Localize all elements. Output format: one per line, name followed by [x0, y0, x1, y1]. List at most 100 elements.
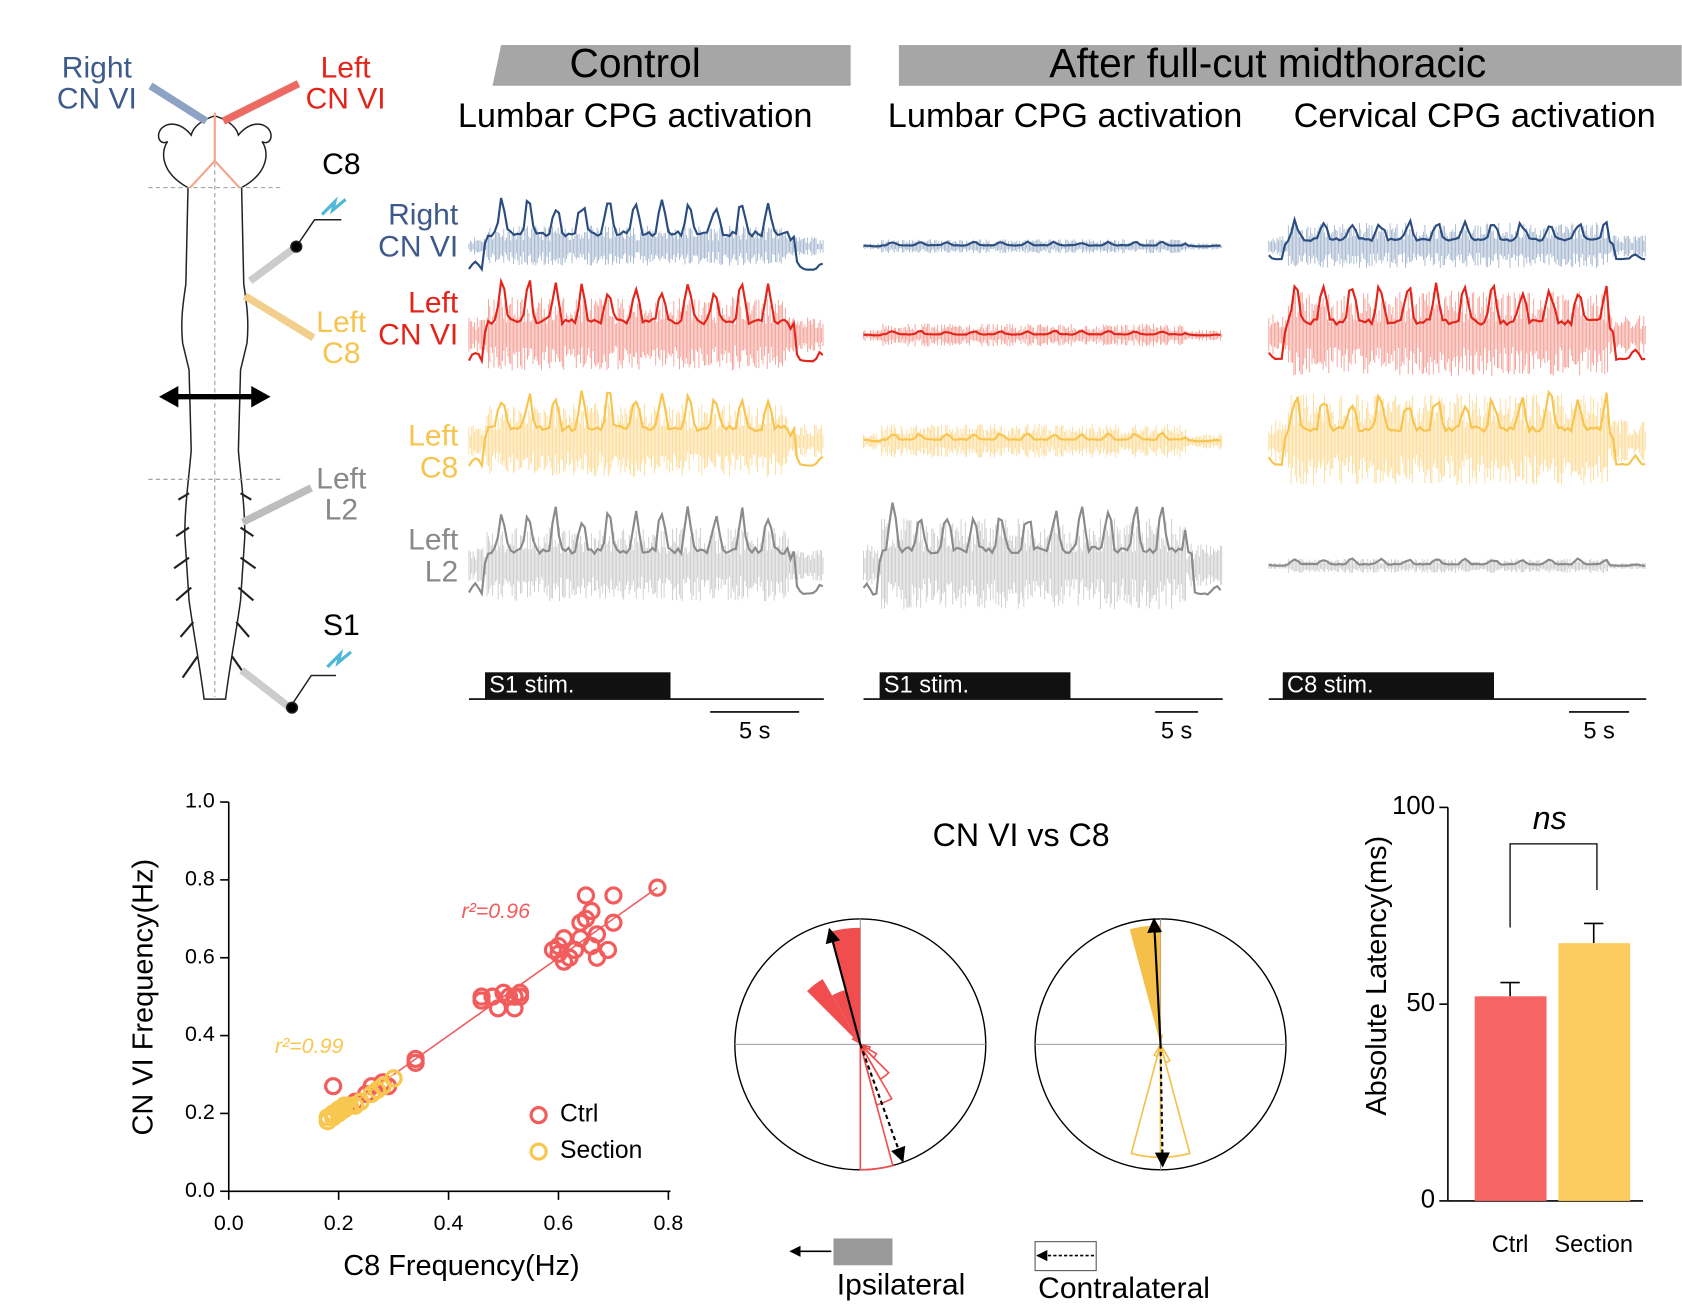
- y-axis-label: Absolute Latency(ms): [1361, 836, 1393, 1116]
- fit-annotation: r²=0.99: [275, 1034, 344, 1058]
- legend-marker: [529, 1106, 548, 1125]
- rose-wedge: [1129, 925, 1161, 1045]
- label: Left: [316, 306, 367, 339]
- panel-title: Lumbar CPG activation: [888, 97, 1243, 135]
- label: Right: [62, 52, 133, 85]
- label: Left: [316, 462, 367, 495]
- y-tick-label: 0.6: [185, 944, 215, 968]
- trace-envelope: [468, 197, 824, 273]
- trace-raw: [863, 423, 1223, 458]
- stim-label: C8 stim.: [1287, 671, 1373, 697]
- trace-raw: [468, 402, 824, 477]
- spinal-cord-diagram: [148, 80, 353, 714]
- trace-envelope: [468, 390, 824, 469]
- x-axis-label: C8 Frequency(Hz): [343, 1250, 579, 1282]
- point: [324, 1077, 343, 1096]
- trace-envelope: [863, 431, 1221, 443]
- label: Left: [408, 286, 459, 319]
- x-tick-label: 0.6: [544, 1211, 574, 1235]
- mean-vector: [825, 927, 862, 1045]
- point: [576, 886, 596, 905]
- label: L2: [425, 556, 458, 589]
- mean-vector: [1154, 1044, 1170, 1168]
- y-tick-label: 1.0: [185, 789, 215, 813]
- point: [582, 901, 601, 921]
- legend-label: Section: [560, 1137, 642, 1164]
- point: [340, 1096, 359, 1115]
- trace-raw: [863, 239, 1223, 254]
- point: [604, 886, 623, 905]
- point: [604, 913, 623, 932]
- y-tick-label: 100: [1392, 792, 1435, 820]
- label: CN VI: [378, 231, 458, 264]
- label: C8: [322, 148, 360, 181]
- rose-wedge: [859, 1043, 890, 1081]
- fit-annotation: r²=0.96: [461, 899, 530, 923]
- scale-label: 5 s: [739, 718, 770, 744]
- legend-marker: [529, 1142, 548, 1161]
- trace-envelope: [468, 506, 824, 597]
- mean-vector: [859, 1044, 906, 1163]
- y-tick-label: 0: [1421, 1186, 1435, 1214]
- header-bar: [492, 45, 851, 86]
- scale-label: 5 s: [1583, 718, 1614, 744]
- rose-wedge: [1159, 1043, 1172, 1064]
- label: CN VI: [306, 83, 386, 116]
- legend-label: Contralateral: [1038, 1272, 1210, 1305]
- label: S1: [323, 609, 360, 642]
- rose-wedge: [1130, 1044, 1162, 1159]
- label: CN VI: [57, 83, 137, 116]
- stim-bar: [485, 672, 671, 700]
- panel-title: Cervical CPG activation: [1294, 97, 1656, 135]
- rose-wedge: [851, 1037, 861, 1045]
- point: [384, 1069, 403, 1088]
- stim-bar: [1282, 672, 1494, 700]
- trace-raw: [1268, 222, 1646, 269]
- trace-envelope: [862, 502, 1222, 596]
- trace-envelope: [1268, 557, 1646, 567]
- trace-raw: [863, 518, 1223, 610]
- point: [587, 925, 607, 944]
- y-tick-label: 0.4: [185, 1022, 215, 1046]
- y-tick-label: 50: [1406, 989, 1435, 1017]
- label: Left: [408, 523, 459, 556]
- point: [598, 940, 618, 960]
- trace-envelope: [1267, 389, 1646, 467]
- panel-title: Lumbar CPG activation: [458, 97, 813, 135]
- trace-raw: [468, 527, 824, 602]
- x-tick-label: Section: [1554, 1231, 1633, 1257]
- rose-wedge: [1153, 1043, 1162, 1058]
- bar: [1558, 943, 1631, 1201]
- trace-raw: [468, 297, 824, 371]
- trace-raw: [1268, 393, 1646, 485]
- point: [510, 987, 530, 1006]
- y-axis-label: CN VI Frequency(Hz): [128, 859, 160, 1136]
- trace-raw: [1268, 558, 1646, 573]
- trace-envelope: [863, 240, 1221, 248]
- trace-envelope: [1267, 282, 1646, 362]
- header: Control: [569, 40, 700, 86]
- trace-envelope: [467, 277, 824, 365]
- legend-label: Ctrl: [560, 1101, 598, 1128]
- x-tick-label: 0.2: [324, 1211, 354, 1235]
- mean-vector: [1147, 917, 1163, 1045]
- y-tick-label: 0.2: [185, 1100, 215, 1124]
- point: [648, 878, 667, 897]
- x-tick-label: 0.4: [434, 1211, 464, 1235]
- trace-raw: [468, 225, 824, 266]
- legend-swatch: [833, 1238, 893, 1266]
- bar: [1474, 996, 1547, 1201]
- rose-wedge: [859, 1043, 893, 1106]
- label: Left: [321, 52, 372, 85]
- polar-title: CN VI vs C8: [933, 817, 1110, 853]
- header-bar: [898, 45, 1682, 86]
- trace-envelope: [863, 329, 1221, 337]
- label: C8: [322, 337, 360, 370]
- label: L2: [325, 493, 358, 526]
- x-tick-label: 0.0: [214, 1211, 244, 1235]
- y-tick-label: 0.8: [185, 867, 215, 891]
- significance-label: ns: [1533, 800, 1567, 836]
- scale-label: 5 s: [1161, 718, 1192, 744]
